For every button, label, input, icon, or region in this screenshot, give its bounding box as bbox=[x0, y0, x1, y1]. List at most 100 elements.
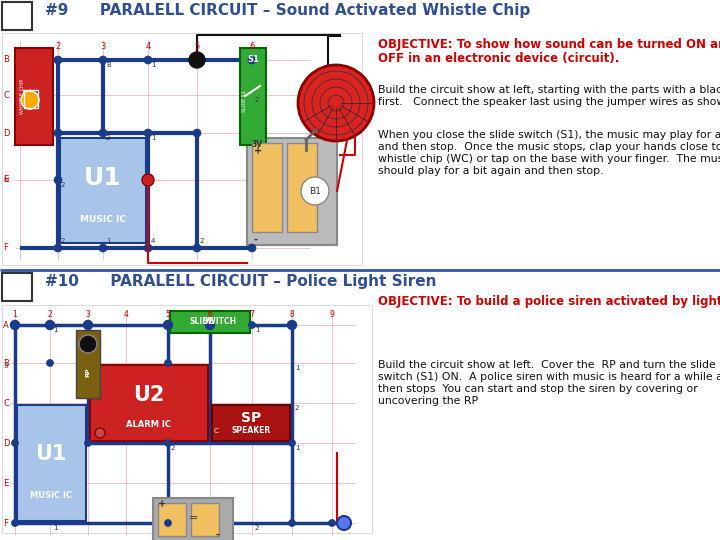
Text: 8: 8 bbox=[289, 310, 294, 319]
Circle shape bbox=[79, 335, 97, 353]
Circle shape bbox=[298, 65, 374, 141]
Bar bbox=[15, 48, 53, 145]
Text: OBJECTIVE: To show how sound can be turned ON and: OBJECTIVE: To show how sound can be turn… bbox=[378, 38, 720, 51]
Bar bbox=[17, 405, 86, 521]
Bar bbox=[2, 305, 372, 533]
Circle shape bbox=[289, 321, 295, 328]
Text: 1: 1 bbox=[255, 327, 259, 333]
Circle shape bbox=[144, 244, 152, 252]
Text: -: - bbox=[254, 235, 258, 245]
Text: 1: 1 bbox=[151, 62, 156, 68]
Circle shape bbox=[193, 129, 201, 137]
Circle shape bbox=[289, 519, 295, 526]
Circle shape bbox=[248, 321, 256, 328]
Text: D: D bbox=[3, 438, 9, 448]
Text: 2: 2 bbox=[255, 97, 259, 103]
Circle shape bbox=[84, 321, 91, 328]
Text: 1: 1 bbox=[13, 310, 17, 319]
Circle shape bbox=[47, 360, 53, 367]
Text: SP: SP bbox=[241, 410, 261, 424]
Circle shape bbox=[144, 176, 152, 184]
Text: and then stop.  Once the music stops, clap your hands close to the: and then stop. Once the music stops, cla… bbox=[378, 142, 720, 152]
Text: #9      PARALELL CIRCUIT – Sound Activated Whistle Chip: #9 PARALELL CIRCUIT – Sound Activated Wh… bbox=[45, 3, 530, 18]
Text: RP: RP bbox=[86, 367, 91, 377]
Circle shape bbox=[11, 321, 19, 329]
Text: N: N bbox=[4, 177, 9, 183]
Circle shape bbox=[144, 56, 152, 64]
Text: 1: 1 bbox=[151, 135, 156, 141]
Text: A: A bbox=[3, 321, 9, 329]
Circle shape bbox=[99, 56, 107, 64]
Text: 2: 2 bbox=[106, 135, 110, 141]
Circle shape bbox=[21, 91, 39, 109]
Text: Build the circuit show at left.  Cover the  RP and turn the slide: Build the circuit show at left. Cover th… bbox=[378, 360, 716, 370]
Text: B: B bbox=[3, 56, 9, 64]
Circle shape bbox=[95, 428, 105, 438]
Text: 1: 1 bbox=[295, 365, 300, 371]
Bar bbox=[212, 405, 290, 441]
Circle shape bbox=[164, 360, 171, 367]
Circle shape bbox=[12, 321, 19, 328]
Circle shape bbox=[301, 177, 329, 205]
Circle shape bbox=[164, 440, 171, 447]
Text: 9: 9 bbox=[330, 310, 334, 319]
Text: B1: B1 bbox=[309, 186, 321, 195]
Text: 2: 2 bbox=[200, 238, 204, 244]
Circle shape bbox=[99, 129, 107, 137]
Text: U1: U1 bbox=[35, 444, 67, 464]
Circle shape bbox=[54, 244, 62, 252]
Text: 3: 3 bbox=[4, 363, 8, 369]
Circle shape bbox=[99, 244, 107, 252]
Circle shape bbox=[337, 516, 351, 530]
Text: SLIDE: SLIDE bbox=[189, 318, 215, 327]
Text: 3: 3 bbox=[86, 310, 91, 319]
Text: F: F bbox=[4, 518, 9, 528]
Bar bbox=[2, 273, 32, 301]
Text: C: C bbox=[214, 428, 219, 434]
Text: WHISTLE CHIP: WHISTLE CHIP bbox=[19, 78, 24, 113]
Text: 3V: 3V bbox=[252, 140, 263, 149]
Circle shape bbox=[163, 321, 173, 329]
Bar bbox=[158, 503, 186, 536]
Circle shape bbox=[248, 244, 256, 252]
Text: 2: 2 bbox=[61, 238, 66, 244]
Text: first.   Connect the speaker last using the jumper wires as shown.: first. Connect the speaker last using th… bbox=[378, 97, 720, 107]
Text: +: + bbox=[254, 146, 262, 156]
Circle shape bbox=[164, 519, 171, 526]
Text: 2: 2 bbox=[61, 182, 66, 188]
Circle shape bbox=[54, 129, 62, 137]
Circle shape bbox=[248, 56, 256, 64]
Text: D: D bbox=[3, 129, 9, 138]
Text: 2: 2 bbox=[255, 525, 259, 531]
Text: 1: 1 bbox=[295, 445, 300, 451]
Text: C: C bbox=[3, 91, 9, 99]
Bar bbox=[90, 365, 208, 441]
Text: switch (S1) ON.  A police siren with music is heard for a while and: switch (S1) ON. A police siren with musi… bbox=[378, 372, 720, 382]
Text: 1: 1 bbox=[53, 327, 58, 333]
Text: 6: 6 bbox=[249, 42, 255, 51]
Text: 4: 4 bbox=[145, 42, 150, 51]
Circle shape bbox=[193, 56, 201, 64]
Text: SPEAKER: SPEAKER bbox=[231, 427, 271, 435]
Circle shape bbox=[193, 244, 201, 252]
Circle shape bbox=[45, 321, 55, 329]
Text: 6: 6 bbox=[207, 310, 212, 319]
Circle shape bbox=[84, 440, 91, 447]
Text: MUSIC IC: MUSIC IC bbox=[30, 491, 72, 500]
Text: OFF in an electronic device (circuit).: OFF in an electronic device (circuit). bbox=[378, 52, 619, 65]
Text: 5: 5 bbox=[166, 310, 171, 319]
Circle shape bbox=[47, 321, 53, 328]
Text: ALARM IC: ALARM IC bbox=[127, 420, 171, 429]
Circle shape bbox=[54, 176, 62, 184]
Text: B: B bbox=[106, 62, 111, 68]
Text: 5: 5 bbox=[194, 42, 199, 51]
Text: MUSIC IC: MUSIC IC bbox=[80, 215, 126, 225]
Text: B: B bbox=[3, 359, 9, 368]
Bar bbox=[247, 138, 337, 245]
Bar bbox=[24, 90, 38, 108]
Text: SWITCH: SWITCH bbox=[203, 318, 237, 327]
Text: E: E bbox=[4, 478, 9, 488]
Text: 4: 4 bbox=[124, 310, 128, 319]
Circle shape bbox=[54, 56, 62, 64]
Text: should play for a bit again and then stop.: should play for a bit again and then sto… bbox=[378, 166, 603, 176]
